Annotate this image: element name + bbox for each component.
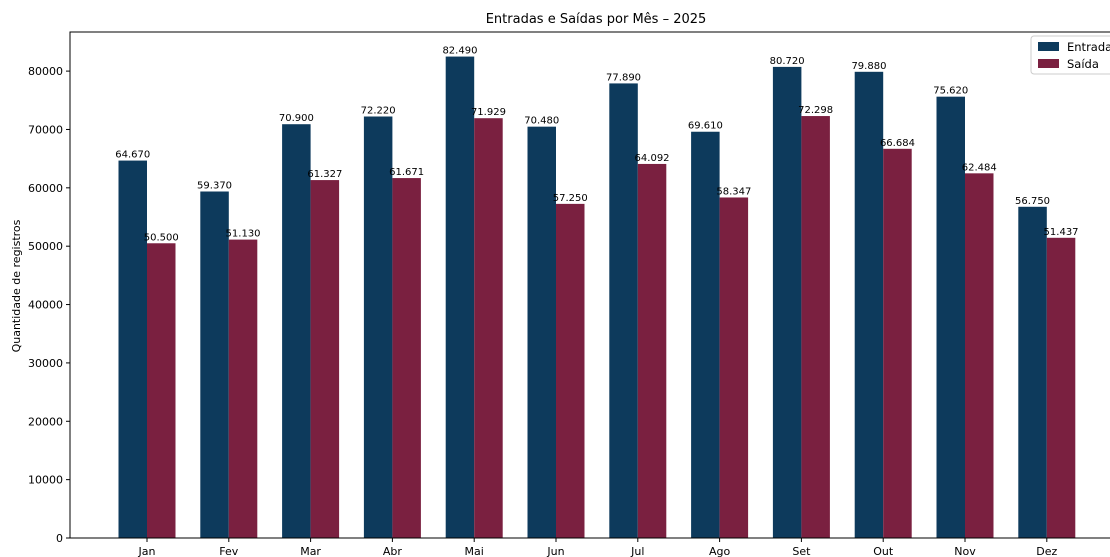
- data-label: 50.500: [144, 232, 179, 243]
- data-label: 61.671: [389, 167, 424, 178]
- legend-swatch: [1038, 59, 1059, 68]
- data-label: 77.890: [606, 72, 641, 83]
- bar-saida: [637, 163, 667, 538]
- bar-entrada: [936, 96, 965, 538]
- x-tick-label: Jan: [138, 545, 156, 557]
- data-label: 72.220: [361, 106, 396, 117]
- data-label: 79.880: [851, 61, 886, 72]
- data-label: 61.327: [307, 169, 342, 180]
- data-label: 70.900: [279, 113, 314, 124]
- bar-saida: [883, 148, 912, 538]
- x-tick-label: Abr: [383, 545, 403, 557]
- y-tick-label: 20000: [28, 415, 63, 428]
- y-tick-label: 80000: [28, 65, 63, 78]
- chart-title: Entradas e Saídas por Mês – 2025: [486, 12, 707, 27]
- bar-saida: [1046, 237, 1076, 538]
- bar-saida: [965, 173, 994, 538]
- data-label: 82.490: [442, 46, 477, 57]
- bar-entrada: [200, 191, 229, 539]
- x-tick-label: Jun: [546, 545, 564, 557]
- data-label: 56.750: [1015, 196, 1050, 207]
- y-tick-label: 40000: [28, 299, 63, 312]
- bar-entrada: [445, 56, 475, 539]
- x-tick-label: Nov: [954, 545, 976, 557]
- y-axis-label: Quantidade de registros: [10, 219, 23, 352]
- bar-saida: [228, 239, 258, 538]
- bar-saida: [474, 118, 503, 538]
- bar-entrada: [1018, 206, 1047, 539]
- plot-area: 0 10000 20000 30000 40000 50000 60000 70000 8000…: [28, 46, 1079, 557]
- data-label: 51.437: [1044, 227, 1079, 238]
- data-label: 62.484: [962, 162, 997, 173]
- data-label: 69.610: [688, 121, 723, 132]
- bar-saida: [719, 197, 749, 539]
- bar-saida: [310, 180, 340, 538]
- bar-entrada: [772, 66, 802, 538]
- bar-entrada: [118, 160, 147, 539]
- y-tick-label: 0: [56, 532, 63, 545]
- data-label: 66.684: [880, 138, 915, 149]
- bar-entrada: [282, 124, 311, 539]
- legend-swatch: [1038, 42, 1059, 51]
- data-label: 59.370: [197, 181, 232, 192]
- x-tick-label: Dez: [1036, 545, 1057, 557]
- x-tick-label: Out: [873, 545, 894, 557]
- x-tick-label: Mar: [300, 545, 321, 557]
- legend-label: Saída: [1067, 57, 1099, 71]
- y-tick-label: 30000: [28, 357, 63, 370]
- x-tick-label: Set: [792, 545, 811, 557]
- bar-saida: [392, 178, 421, 538]
- data-label: 70.480: [524, 116, 559, 127]
- data-label: 80.720: [770, 56, 805, 67]
- legend-label: Entrada: [1067, 40, 1110, 54]
- data-label: 57.250: [553, 193, 588, 204]
- legend: Entrada Saída: [1030, 35, 1110, 75]
- data-label: 71.929: [471, 107, 506, 118]
- data-label: 64.670: [115, 150, 150, 161]
- bar-saida: [147, 243, 176, 538]
- bar-entrada: [527, 126, 556, 538]
- x-tick-label: Mai: [465, 545, 484, 557]
- y-tick-label: 50000: [28, 240, 63, 253]
- y-tick-label: 60000: [28, 182, 63, 195]
- bar-entrada: [363, 116, 393, 538]
- x-tick-label: Fev: [219, 545, 238, 557]
- bar-entrada: [854, 71, 884, 538]
- plot-frame: [69, 31, 1110, 539]
- x-tick-label: Ago: [709, 545, 731, 557]
- data-label: 75.620: [933, 86, 968, 97]
- data-label: 72.298: [798, 105, 833, 116]
- data-label: 58.347: [716, 186, 751, 197]
- y-tick-label: 70000: [28, 123, 63, 136]
- bar-entrada: [609, 83, 638, 539]
- bar-entrada: [691, 131, 720, 538]
- data-label: 51.130: [226, 229, 261, 240]
- x-tick-label: Jul: [630, 545, 644, 557]
- bar-saida: [556, 203, 585, 538]
- bar-saida: [801, 116, 830, 538]
- y-tick-label: 10000: [28, 474, 63, 487]
- data-label: 64.092: [635, 153, 670, 164]
